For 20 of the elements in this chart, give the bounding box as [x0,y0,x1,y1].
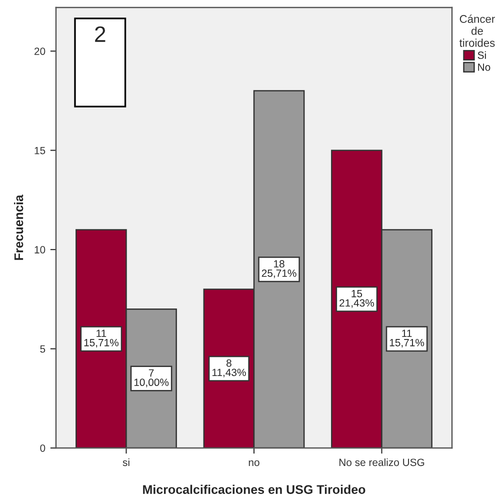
annotation: 2 [95,26,106,42]
y-tick-label: 5 [40,345,46,353]
x-tick-label: No se realizo USG [339,458,424,466]
x-tick-label: no [248,460,260,466]
y-tick-label: 10 [34,246,46,254]
data-label: 11 15,71% [390,330,424,348]
legend-title: Cáncer de tiroides [459,14,495,47]
y-tick-label: 0 [40,444,46,452]
y-tick-label: 20 [34,48,46,55]
x-axis-title: Microcalcificaciones en USG Tiroideo [143,484,366,494]
data-label: 7 10,00% [134,369,169,388]
data-label: 18 25,71% [262,260,296,278]
y-axis-title: Frecuencia [14,194,24,260]
data-label: 11 15,71% [84,330,118,348]
y-tick-label: 15 [34,146,46,154]
legend-label: No [478,64,490,71]
legend-label: Si [478,51,486,59]
x-tick-label: si [122,458,130,466]
data-label: 15 21,43% [340,290,374,308]
data-label: 8 11,43% [212,359,246,378]
